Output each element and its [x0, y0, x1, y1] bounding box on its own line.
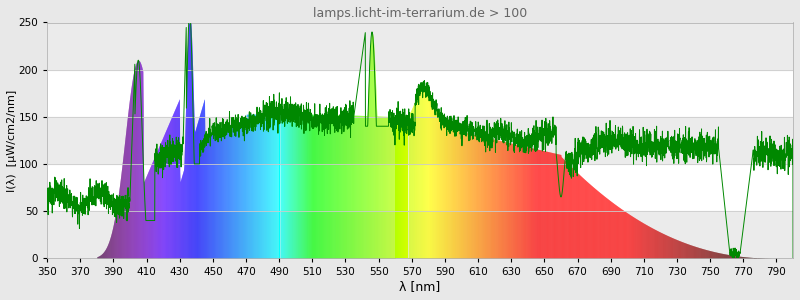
- Bar: [47, 211, 793, 258]
- Bar: [47, 117, 793, 164]
- X-axis label: λ [nm]: λ [nm]: [399, 280, 441, 293]
- Title: lamps.licht-im-terrarium.de > 100: lamps.licht-im-terrarium.de > 100: [313, 7, 527, 20]
- Bar: [47, 22, 793, 70]
- Y-axis label: I(λ)  [μW/cm2/nm]: I(λ) [μW/cm2/nm]: [7, 89, 17, 191]
